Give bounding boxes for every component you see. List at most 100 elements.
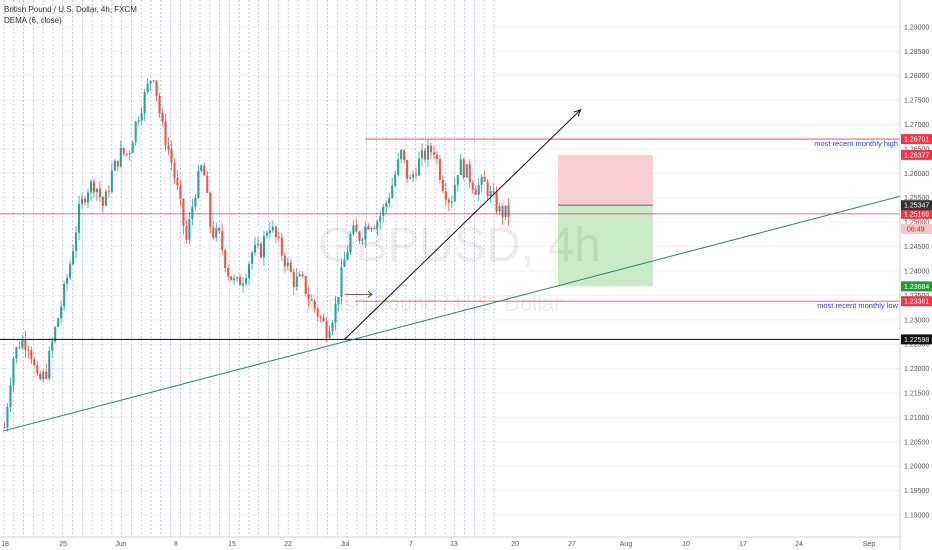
candle-body — [316, 308, 319, 317]
price-tick-label: 1.21000 — [904, 415, 929, 422]
candle-body — [268, 230, 271, 233]
candle-body — [358, 231, 361, 241]
candle-body — [164, 121, 167, 146]
candle-body — [492, 190, 495, 193]
grid-layer — [0, 0, 900, 537]
arrow-trendline[interactable] — [344, 109, 581, 340]
candle-body — [119, 148, 122, 167]
candle-body — [212, 227, 215, 238]
watermark-symbol: GBPUSD, 4h — [318, 219, 601, 272]
candle-body — [161, 113, 164, 122]
candle-body — [435, 154, 438, 159]
candle-body — [191, 206, 194, 219]
candle-body — [480, 176, 483, 185]
price-tick-label: 1.23000 — [904, 317, 929, 324]
time-axis[interactable]: 18 25 Jun 8 15 22 Jul 7 13 20 27 Aug 10 17 24 Sep — [0, 536, 900, 548]
price-axis[interactable]: 1.29000 1.28500 1.28000 1.27500 1.27000 1.265… — [899, 0, 932, 550]
price-tag-bg — [901, 281, 932, 292]
candle-body — [72, 250, 75, 265]
time-tick-label: 10 — [682, 541, 690, 548]
candle-body — [489, 190, 492, 197]
candle-body — [376, 221, 379, 229]
candle-body — [385, 203, 388, 207]
indicator-label[interactable]: DEMA (6, close) — [4, 16, 62, 25]
candle-body — [394, 174, 397, 186]
time-tick-label: Jul — [341, 541, 350, 548]
time-tick-label: Sep — [863, 541, 876, 548]
candle-body — [89, 181, 93, 193]
candle-body — [80, 198, 84, 204]
candle-body — [173, 162, 176, 178]
candle-body — [218, 227, 221, 232]
candle-body — [334, 304, 337, 323]
candle-body — [60, 306, 63, 319]
price-tick-label: 1.19500 — [904, 488, 929, 495]
candles-layer — [3, 77, 510, 432]
candle-body — [221, 231, 224, 251]
candle-body — [298, 274, 301, 277]
candle-body — [86, 192, 90, 203]
candle-body — [158, 96, 161, 114]
drawings-layer[interactable] — [0, 109, 901, 432]
candle-body — [227, 268, 230, 277]
candle-body — [146, 83, 149, 92]
candle-body — [417, 158, 421, 176]
time-tick-label: 20 — [511, 541, 519, 548]
candle-body — [83, 198, 87, 203]
candle-body — [122, 148, 125, 154]
stop-loss-zone[interactable] — [558, 154, 653, 206]
price-tag-bg — [901, 200, 932, 211]
candle-body — [224, 250, 227, 269]
candle-body — [110, 170, 113, 192]
candle-body — [382, 206, 385, 216]
candle-body — [397, 159, 400, 175]
candle-body — [116, 160, 119, 167]
time-tick-label: 8 — [174, 541, 178, 548]
candle-body — [274, 226, 277, 238]
candle-body — [245, 278, 248, 284]
candle-body — [179, 185, 182, 199]
time-tick-label: 17 — [739, 541, 747, 548]
level-price-tag-bg — [901, 296, 932, 307]
candle-body — [501, 206, 504, 218]
candle-body — [250, 252, 254, 264]
price-tick-label: 1.20500 — [904, 439, 929, 446]
symbol-title[interactable]: British Pound / U.S. Dollar, 4h, FXCM — [4, 5, 137, 14]
candle-body — [197, 170, 200, 198]
candle-body — [45, 371, 48, 379]
candle-body — [48, 350, 51, 379]
price-tag: 1.26377 — [904, 152, 929, 159]
candle-body — [495, 192, 498, 212]
candle-body — [101, 197, 104, 206]
candle-body — [167, 145, 170, 150]
candle-body — [286, 262, 289, 267]
candle-body — [403, 150, 406, 161]
candle-body — [152, 80, 155, 82]
candle-body — [432, 152, 435, 155]
candle-body — [242, 283, 245, 286]
price-tick-label: 1.22500 — [904, 342, 929, 349]
candle-body — [54, 327, 57, 342]
candle-body — [18, 347, 21, 349]
candle-body — [248, 263, 251, 279]
arrow-head — [573, 109, 582, 117]
small-arrow-head — [367, 291, 373, 298]
time-tick-label: 27 — [568, 541, 576, 548]
candle-body — [352, 225, 355, 235]
candle-body — [143, 91, 146, 114]
candle-body — [444, 191, 447, 200]
candle-body — [170, 149, 173, 163]
price-tick-label: 1.19000 — [904, 513, 929, 520]
candle-body — [15, 347, 18, 359]
candle-body — [289, 262, 292, 273]
candle-body — [307, 293, 310, 300]
candle-body — [355, 225, 358, 232]
candle-body — [337, 296, 340, 305]
watermark: GBPUSD, 4h British Pound / U.S. Dollar — [306, 219, 601, 316]
candle-body — [69, 264, 72, 278]
candle-body — [295, 276, 298, 287]
ascending-trendline[interactable] — [2, 195, 901, 432]
candle-body — [310, 299, 313, 301]
price-tick-label: 1.26000 — [904, 171, 929, 178]
